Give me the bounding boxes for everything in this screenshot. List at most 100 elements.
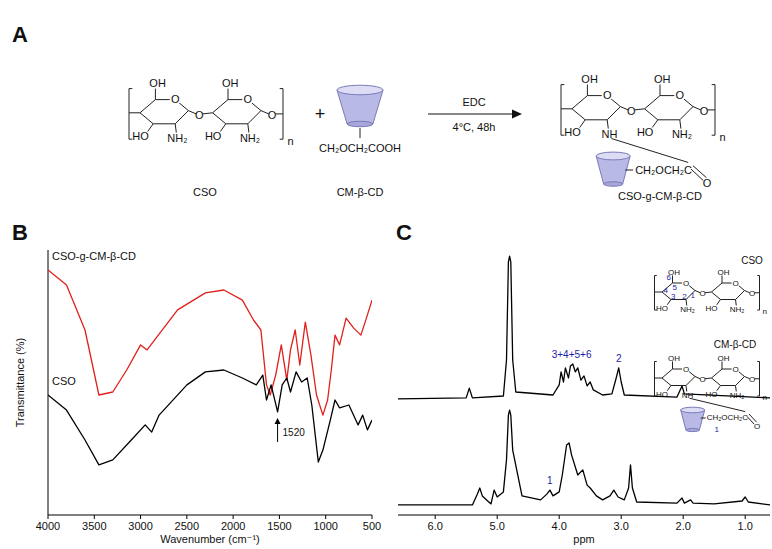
bond <box>228 89 229 100</box>
atom-label: O <box>699 289 705 298</box>
atom-background <box>682 279 690 287</box>
cone-base <box>686 428 699 431</box>
atom-background <box>732 279 740 287</box>
repeat-bracket <box>757 276 759 311</box>
x-tick <box>372 515 373 519</box>
spectrum-line <box>48 270 372 415</box>
x-tick-label: 1500 <box>267 520 291 532</box>
figure: AOHHONH₂OOHHONH₂OOOn+CH₂OCH₂COOHEDC4°C, … <box>0 0 772 549</box>
atom-label: CH₂OCH₂C <box>635 164 692 176</box>
bond <box>707 109 715 110</box>
atom-label: O <box>699 375 705 384</box>
bond <box>129 112 140 113</box>
spectrum-line <box>398 256 770 399</box>
x-tick-label: 3500 <box>82 520 106 532</box>
bond <box>658 119 680 120</box>
annotation: 1 <box>547 475 553 486</box>
atom-background <box>674 90 685 101</box>
panel-label: B <box>12 220 28 245</box>
atom-label: HO <box>656 390 668 399</box>
repeat-bracket <box>280 89 283 140</box>
annotation: 2 <box>616 353 622 364</box>
repeat-bracket <box>655 362 657 397</box>
bond <box>213 100 228 113</box>
x-tick <box>233 515 234 519</box>
x-tick <box>94 515 95 519</box>
bond <box>712 292 721 300</box>
atom-label: O <box>683 365 689 374</box>
x-tick <box>186 515 187 519</box>
structure: OHHONH₂OOHHONH₂OOOn <box>129 77 294 147</box>
plot-area <box>398 256 770 505</box>
bond <box>140 100 155 113</box>
atom-number: 2 <box>682 292 687 301</box>
bond <box>153 123 175 124</box>
repeat-bracket <box>655 276 657 311</box>
bond <box>655 378 663 379</box>
x-axis-title: Wavenumber (cm⁻¹) <box>160 533 260 545</box>
atom-label: n <box>763 393 767 402</box>
reagent-label: EDC <box>462 96 485 108</box>
bond <box>625 170 633 171</box>
cyclodextrin-icon <box>337 85 383 126</box>
x-tick-label: 2500 <box>175 520 199 532</box>
atom-number: 4 <box>664 286 669 295</box>
bond <box>680 107 693 120</box>
x-tick-label: 2000 <box>221 520 245 532</box>
bond <box>749 414 757 422</box>
x-tick <box>745 515 746 519</box>
y-axis <box>48 250 49 515</box>
x-tick <box>683 515 684 519</box>
atom-label: HO <box>637 126 654 138</box>
x-tick-label: 6.0 <box>428 520 443 532</box>
atom-label: O <box>749 375 755 384</box>
x-tick-label: 3000 <box>128 520 152 532</box>
x-tick-label: 500 <box>363 520 381 532</box>
bond <box>672 276 673 284</box>
bond <box>175 111 188 124</box>
atom-label: NH₂ <box>672 128 692 140</box>
bond <box>662 378 671 386</box>
atom-label: HO <box>205 130 222 142</box>
x-tick <box>497 515 498 519</box>
atom-label: O <box>268 109 277 121</box>
x-tick-label: 5.0 <box>490 520 505 532</box>
bond <box>701 418 706 419</box>
cyclodextrin-icon <box>596 152 630 186</box>
cone-rim <box>596 152 630 160</box>
atom-label: OH <box>718 354 730 363</box>
atom-label: O <box>703 177 712 189</box>
atom-label: HO <box>706 390 718 399</box>
atom-label: n <box>287 135 293 147</box>
compound-label: CSO-g-CM-β-CD <box>618 190 702 202</box>
bond <box>248 111 261 124</box>
x-tick-label: 1000 <box>313 520 337 532</box>
compound-label: CSO <box>193 186 217 198</box>
bond <box>645 96 660 109</box>
bond <box>712 283 723 292</box>
x-axis <box>48 515 372 516</box>
atom-label: OH <box>654 73 671 85</box>
bond <box>203 113 213 114</box>
atom-label: O <box>627 105 636 117</box>
atom-label: NH₂ <box>730 391 745 400</box>
x-axis <box>398 515 770 516</box>
atom-label: O <box>195 109 204 121</box>
bond <box>360 128 361 138</box>
annotation-arrowhead <box>275 418 281 424</box>
x-tick <box>140 515 141 519</box>
atom-background <box>602 90 613 101</box>
atom-number: 3 <box>671 292 676 301</box>
atom-label: OH <box>718 268 730 277</box>
spectrum-line <box>398 410 770 505</box>
bond <box>645 109 658 120</box>
bond <box>712 369 723 378</box>
bond <box>607 107 620 120</box>
bond <box>672 362 673 370</box>
x-tick-label: 2.0 <box>676 520 691 532</box>
spectrum-line <box>48 370 372 465</box>
series-label: CM-β-CD <box>714 339 756 350</box>
chart: C6.05.04.03.02.01.0ppmOHHONH₂OOHHONH₂OOO… <box>396 220 770 545</box>
bond <box>662 369 673 378</box>
compound-label: CM-β-CD <box>337 186 384 198</box>
